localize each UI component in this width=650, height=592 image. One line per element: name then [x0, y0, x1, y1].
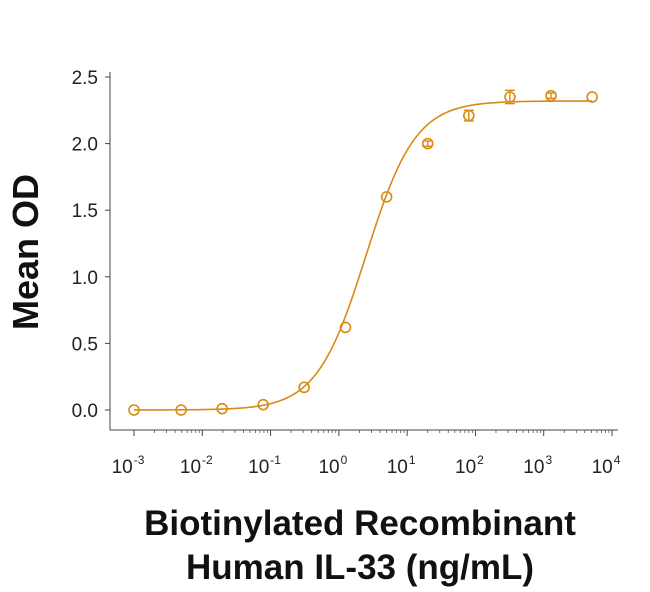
y-tick-label: 2.5 [72, 68, 98, 89]
x-tick-label: 102 [455, 453, 484, 478]
x-ticks: 10-3 10-2 10-1 100 101 102 103 104 [112, 430, 621, 478]
y-axis-title: Mean OD [5, 174, 46, 330]
error-bars [422, 89, 557, 147]
x-tick-base: 10 [387, 457, 408, 478]
x-tick-base: 10 [592, 457, 613, 478]
data-point [216, 402, 228, 415]
y-tick-label: 2.0 [72, 135, 98, 156]
data-points [128, 89, 598, 416]
x-tick-base: 10 [248, 457, 269, 478]
x-tick-base: 10 [455, 457, 476, 478]
x-tick-base: 10 [318, 457, 339, 478]
x-tick-label: 103 [523, 453, 552, 478]
x-tick-exponent: 2 [477, 453, 484, 467]
x-minor-ticks [154, 430, 610, 433]
x-tick-exponent: -1 [270, 453, 281, 467]
x-tick-exponent: 1 [409, 453, 416, 467]
y-tick-label: 1.5 [72, 201, 98, 222]
plot-area [128, 89, 598, 416]
x-tick-exponent: -3 [134, 453, 145, 467]
data-point [339, 321, 352, 334]
x-tick-base: 10 [180, 457, 201, 478]
fit-curve [134, 100, 593, 411]
data-point [545, 89, 557, 102]
data-point [463, 109, 475, 122]
data-point [298, 381, 310, 394]
x-tick-base: 10 [112, 457, 133, 478]
data-point [380, 191, 393, 203]
data-point [586, 91, 598, 103]
y-axis: 0.0 0.5 1.0 1.5 2.0 2.5 [72, 68, 111, 430]
x-axis-title-line-2: Human IL-33 (ng/mL) [186, 548, 534, 587]
x-tick-label: 10-1 [248, 453, 281, 478]
x-tick-label: 10-3 [112, 453, 145, 478]
x-tick-label: 101 [387, 453, 416, 478]
x-axis: 10-3 10-2 10-1 100 101 102 103 104 [110, 429, 621, 478]
y-tick-label: 0.0 [72, 401, 98, 422]
data-point [257, 398, 270, 411]
data-point [421, 137, 434, 150]
x-tick-exponent: 3 [545, 453, 552, 467]
x-tick-label: 100 [318, 453, 347, 478]
y-tick-label: 0.5 [72, 334, 98, 355]
data-point [504, 91, 516, 103]
data-point [175, 404, 187, 416]
data-point [128, 404, 140, 416]
x-tick-exponent: 0 [341, 453, 348, 467]
x-tick-exponent: -2 [202, 453, 213, 467]
x-tick-label: 10-2 [180, 453, 213, 478]
x-tick-base: 10 [523, 457, 544, 478]
x-tick-exponent: 4 [614, 453, 621, 467]
x-tick-label: 104 [592, 453, 621, 478]
y-ticks: 0.0 0.5 1.0 1.5 2.0 2.5 [72, 68, 110, 422]
y-tick-label: 1.0 [72, 268, 98, 289]
x-axis-title-line-1: Biotinylated Recombinant [144, 504, 576, 543]
